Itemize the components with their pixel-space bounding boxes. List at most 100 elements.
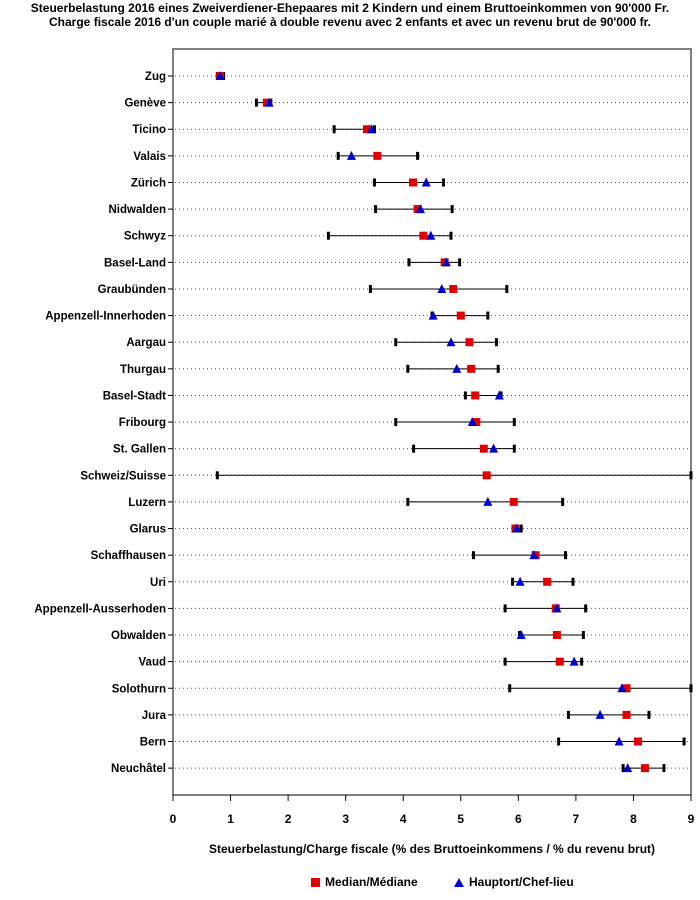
range-max-cap <box>458 258 462 267</box>
range-max-cap <box>512 418 516 427</box>
x-tick-label: 9 <box>688 812 695 826</box>
range-max-cap <box>512 444 516 453</box>
range-min-cap <box>215 471 219 480</box>
capital-triangle-icon <box>454 877 464 887</box>
range-max-cap <box>689 684 693 693</box>
legend-item-median: Median/Médiane <box>311 875 418 889</box>
category-label: Valais <box>133 151 166 163</box>
median-marker <box>555 657 564 666</box>
range-min-cap <box>374 205 378 214</box>
x-tick-label: 6 <box>515 812 522 826</box>
range-min-cap <box>372 178 376 187</box>
capital-marker <box>415 204 425 214</box>
capital-marker <box>614 736 624 746</box>
category-label: Zürich <box>131 177 166 189</box>
capital-marker <box>428 310 438 320</box>
category-label: Zug <box>145 71 166 83</box>
range-max-cap <box>519 524 523 533</box>
category-label: Solothurn <box>112 683 166 695</box>
range-max-cap <box>647 710 651 719</box>
category-label: Appenzell-Ausserhoden <box>34 603 166 615</box>
x-tick-label: 8 <box>630 812 637 826</box>
legend: Median/Médiane Hauptort/Chef-lieu <box>0 875 700 893</box>
category-label: Luzern <box>128 497 166 509</box>
range-max-cap <box>571 577 575 586</box>
category-label: Fribourg <box>119 417 166 429</box>
legend-item-capital: Hauptort/Chef-lieu <box>454 875 574 889</box>
capital-marker <box>346 150 356 160</box>
median-marker <box>471 391 480 400</box>
range-max-cap <box>505 284 509 293</box>
range-min-cap <box>463 391 467 400</box>
category-label: Schaffhausen <box>91 550 166 562</box>
median-marker <box>622 710 631 719</box>
range-max-cap <box>494 338 498 347</box>
median-marker <box>509 497 518 506</box>
range-min-cap <box>503 604 507 613</box>
capital-marker <box>489 443 499 453</box>
range-max-cap <box>496 364 500 373</box>
range-min-cap <box>471 551 475 560</box>
category-label: Schwyz <box>124 231 166 243</box>
range-max-cap <box>372 125 376 134</box>
capital-marker <box>494 390 504 400</box>
category-label: St. Gallen <box>113 444 166 456</box>
median-marker <box>543 577 552 586</box>
category-label: Genève <box>124 98 166 110</box>
range-max-cap <box>662 764 666 773</box>
category-label: Thurgau <box>120 364 166 376</box>
x-tick-label: 5 <box>457 812 464 826</box>
range-min-cap <box>503 657 507 666</box>
range-min-cap <box>406 364 410 373</box>
range-max-cap <box>416 151 420 160</box>
category-label: Neuchâtel <box>111 763 166 775</box>
median-marker <box>362 125 371 134</box>
category-label: Glarus <box>130 524 166 536</box>
chart-title-german: Steuerbelastung 2016 eines Zweiverdiener… <box>30 1 670 15</box>
capital-marker <box>623 763 633 773</box>
category-label: Uri <box>150 577 166 589</box>
range-min-cap <box>511 577 515 586</box>
capital-marker <box>569 656 579 666</box>
median-marker <box>640 764 649 773</box>
median-marker <box>456 311 465 320</box>
capital-marker <box>529 550 539 560</box>
x-tick-label: 7 <box>573 812 580 826</box>
legend-label-median: Median/Médiane <box>325 875 418 889</box>
capital-marker <box>215 71 225 80</box>
median-marker <box>479 444 488 453</box>
range-max-cap <box>442 178 446 187</box>
capital-marker <box>264 97 274 107</box>
median-square-icon <box>311 877 320 887</box>
legend-label-capital: Hauptort/Chef-lieu <box>469 875 574 889</box>
range-max-cap <box>581 631 585 640</box>
capital-marker <box>367 124 377 134</box>
category-label: Bern <box>140 737 166 749</box>
range-min-cap <box>508 684 512 693</box>
capital-marker <box>552 603 562 613</box>
category-label: Obwalden <box>111 630 166 642</box>
median-marker <box>373 151 382 160</box>
range-min-cap <box>566 710 570 719</box>
median-marker <box>465 338 474 347</box>
x-tick-label: 1 <box>227 812 234 826</box>
median-marker <box>472 418 481 427</box>
category-label: Ticino <box>132 124 166 136</box>
range-min-cap <box>326 231 330 240</box>
capital-marker <box>426 230 436 240</box>
median-marker <box>482 471 491 480</box>
range-max-cap <box>580 657 584 666</box>
range-min-cap <box>332 125 336 134</box>
category-label: Vaud <box>139 657 166 669</box>
capital-marker <box>483 496 493 506</box>
range-min-cap <box>621 764 625 773</box>
range-max-cap <box>486 311 490 320</box>
x-tick-label: 4 <box>400 812 407 826</box>
range-min-cap <box>407 258 411 267</box>
range-max-cap <box>682 737 686 746</box>
capital-marker <box>595 709 605 719</box>
capital-marker <box>512 523 522 533</box>
range-min-cap <box>254 98 258 107</box>
median-marker <box>413 205 422 214</box>
range-min-cap <box>557 737 561 746</box>
